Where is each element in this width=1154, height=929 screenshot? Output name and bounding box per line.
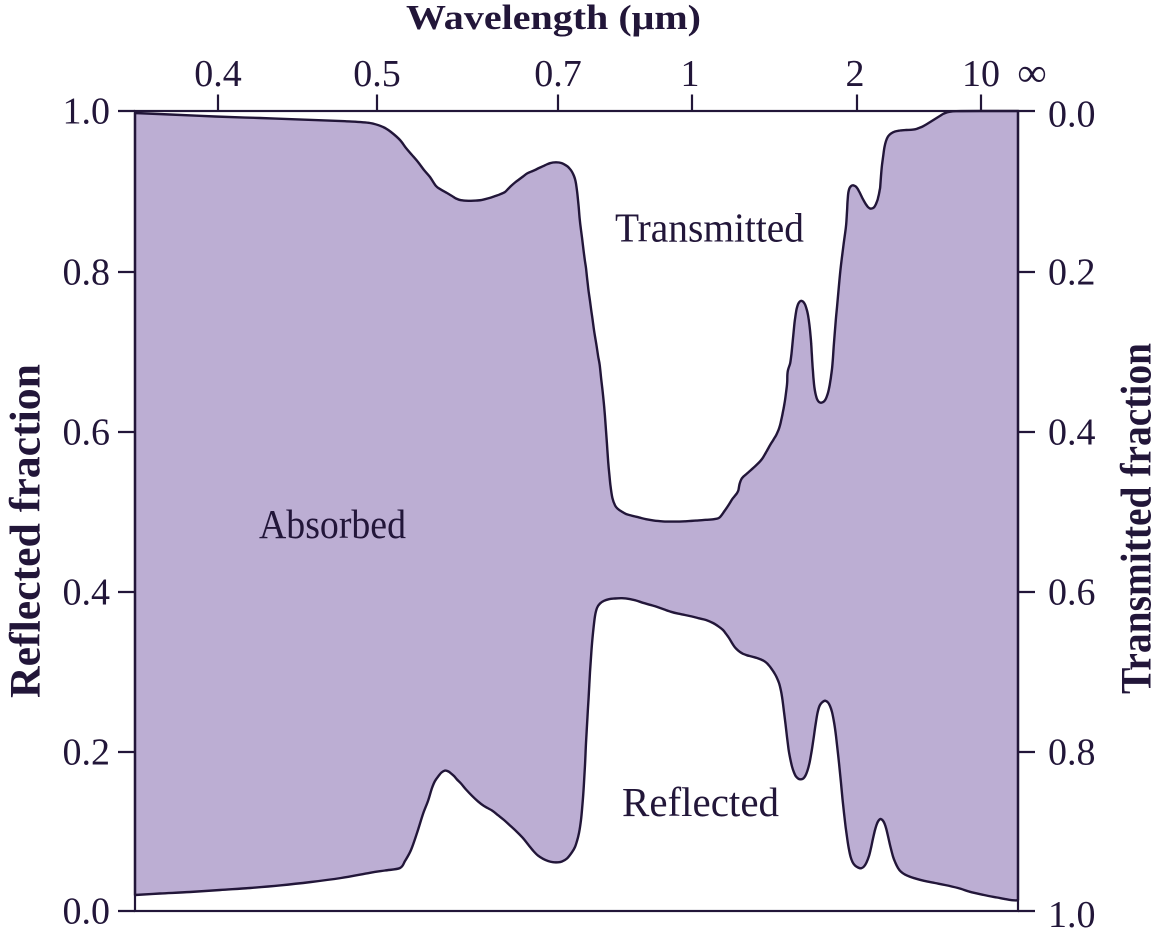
svg-text:0.4: 0.4 [63, 572, 111, 614]
svg-text:0.7: 0.7 [534, 53, 582, 95]
svg-text:0.6: 0.6 [1048, 572, 1096, 614]
svg-text:0.0: 0.0 [63, 891, 111, 929]
svg-text:Transmitted fraction: Transmitted fraction [1114, 343, 1154, 694]
svg-text:0.4: 0.4 [1048, 412, 1096, 454]
svg-text:0.4: 0.4 [194, 53, 242, 95]
svg-text:1.0: 1.0 [1048, 894, 1096, 929]
svg-text:Absorbed: Absorbed [259, 501, 406, 547]
svg-text:1: 1 [681, 53, 700, 95]
svg-text:Reflected fraction: Reflected fraction [3, 364, 50, 698]
svg-text:Transmitted: Transmitted [615, 205, 804, 251]
svg-text:10: 10 [962, 53, 1000, 95]
svg-text:0.2: 0.2 [63, 732, 111, 774]
svg-text:Reflected: Reflected [622, 779, 779, 825]
svg-text:2: 2 [846, 53, 865, 95]
svg-text:0.2: 0.2 [1048, 252, 1096, 294]
svg-text:0.8: 0.8 [63, 252, 111, 294]
svg-text:0.5: 0.5 [353, 53, 401, 95]
svg-text:0.8: 0.8 [1048, 732, 1096, 774]
svg-text:0.0: 0.0 [1048, 94, 1096, 136]
svg-text:Wavelength (μm): Wavelength (μm) [406, 0, 701, 37]
svg-text:1.0: 1.0 [63, 91, 111, 133]
svg-text:0.6: 0.6 [63, 412, 111, 454]
svg-text:∞: ∞ [1018, 50, 1047, 95]
